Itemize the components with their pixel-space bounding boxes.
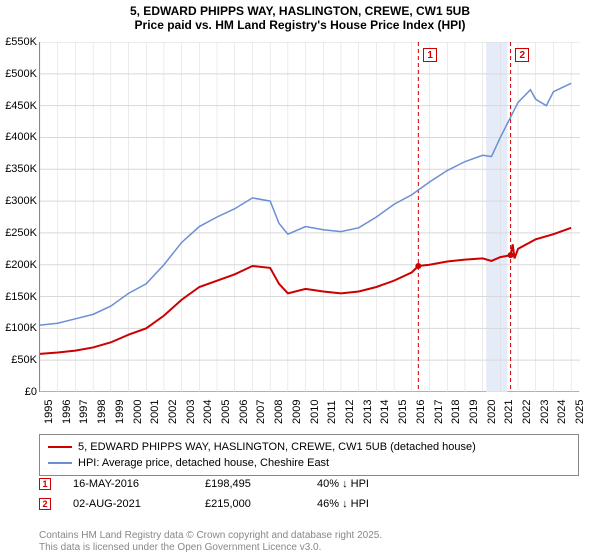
ytick-label: £150K xyxy=(0,291,37,303)
table-row: 1 16-MAY-2016 £198,495 40% ↓ HPI xyxy=(39,478,579,490)
xtick-label: 2017 xyxy=(433,400,445,424)
footer-line-1: Contains HM Land Registry data © Crown c… xyxy=(39,530,382,542)
xtick-label: 2000 xyxy=(132,400,144,424)
xtick-label: 1998 xyxy=(96,400,108,424)
xtick-label: 2005 xyxy=(220,400,232,424)
xtick-label: 2013 xyxy=(362,400,374,424)
legend-swatch-price xyxy=(48,446,72,448)
xtick-label: 2023 xyxy=(539,400,551,424)
ytick-label: £450K xyxy=(0,100,37,112)
xtick-label: 1996 xyxy=(61,400,73,424)
xtick-label: 2008 xyxy=(273,400,285,424)
chart-marker-2: 2 xyxy=(515,48,529,62)
xtick-label: 2020 xyxy=(486,400,498,424)
sale-delta: 46% ↓ HPI xyxy=(317,498,369,510)
title-line-2: Price paid vs. HM Land Registry's House … xyxy=(0,18,600,32)
marker-number: 2 xyxy=(42,499,47,509)
xtick-label: 2015 xyxy=(397,400,409,424)
ytick-label: £0 xyxy=(0,386,37,398)
xtick-label: 2022 xyxy=(521,400,533,424)
xtick-label: 2004 xyxy=(202,400,214,424)
ytick-label: £350K xyxy=(0,163,37,175)
legend-swatch-hpi xyxy=(48,462,72,464)
xtick-label: 2021 xyxy=(503,400,515,424)
marker-box-1: 1 xyxy=(39,478,51,490)
legend-label: 5, EDWARD PHIPPS WAY, HASLINGTON, CREWE,… xyxy=(78,439,476,455)
xtick-label: 2003 xyxy=(185,400,197,424)
chart-marker-1: 1 xyxy=(423,48,437,62)
chart-svg xyxy=(40,42,580,392)
footer-attribution: Contains HM Land Registry data © Crown c… xyxy=(39,530,382,554)
xtick-label: 2001 xyxy=(149,400,161,424)
ytick-label: £300K xyxy=(0,195,37,207)
legend: 5, EDWARD PHIPPS WAY, HASLINGTON, CREWE,… xyxy=(39,434,579,476)
legend-row: HPI: Average price, detached house, Ches… xyxy=(48,455,570,471)
xtick-label: 2025 xyxy=(574,400,586,424)
table-row: 2 02-AUG-2021 £215,000 46% ↓ HPI xyxy=(39,498,579,510)
ytick-label: £50K xyxy=(0,354,37,366)
ytick-label: £400K xyxy=(0,131,37,143)
chart-title-block: 5, EDWARD PHIPPS WAY, HASLINGTON, CREWE,… xyxy=(0,0,600,32)
sale-date: 02-AUG-2021 xyxy=(73,498,183,510)
title-line-1: 5, EDWARD PHIPPS WAY, HASLINGTON, CREWE,… xyxy=(0,4,600,18)
chart-plot-area xyxy=(39,42,579,392)
xtick-label: 2012 xyxy=(344,400,356,424)
xtick-label: 2010 xyxy=(309,400,321,424)
sale-delta: 40% ↓ HPI xyxy=(317,478,369,490)
sales-table: 1 16-MAY-2016 £198,495 40% ↓ HPI 2 02-AU… xyxy=(39,478,579,518)
ytick-label: £100K xyxy=(0,322,37,334)
xtick-label: 2014 xyxy=(379,400,391,424)
sale-price: £198,495 xyxy=(205,478,295,490)
ytick-label: £550K xyxy=(0,36,37,48)
xtick-label: 2006 xyxy=(238,400,250,424)
xtick-label: 2002 xyxy=(167,400,179,424)
xtick-label: 1995 xyxy=(43,400,55,424)
xtick-label: 2011 xyxy=(326,400,338,424)
xtick-label: 2007 xyxy=(255,400,267,424)
ytick-label: £250K xyxy=(0,227,37,239)
xtick-label: 1997 xyxy=(78,400,90,424)
sale-price: £215,000 xyxy=(205,498,295,510)
xtick-label: 2016 xyxy=(415,400,427,424)
xtick-label: 2018 xyxy=(450,400,462,424)
ytick-label: £500K xyxy=(0,68,37,80)
sale-date: 16-MAY-2016 xyxy=(73,478,183,490)
legend-label: HPI: Average price, detached house, Ches… xyxy=(78,455,329,471)
marker-box-2: 2 xyxy=(39,498,51,510)
marker-number: 1 xyxy=(42,479,47,489)
xtick-label: 1999 xyxy=(114,400,126,424)
xtick-label: 2019 xyxy=(468,400,480,424)
xtick-label: 2024 xyxy=(556,400,568,424)
legend-row: 5, EDWARD PHIPPS WAY, HASLINGTON, CREWE,… xyxy=(48,439,570,455)
footer-line-2: This data is licensed under the Open Gov… xyxy=(39,542,382,554)
ytick-label: £200K xyxy=(0,259,37,271)
xtick-label: 2009 xyxy=(291,400,303,424)
